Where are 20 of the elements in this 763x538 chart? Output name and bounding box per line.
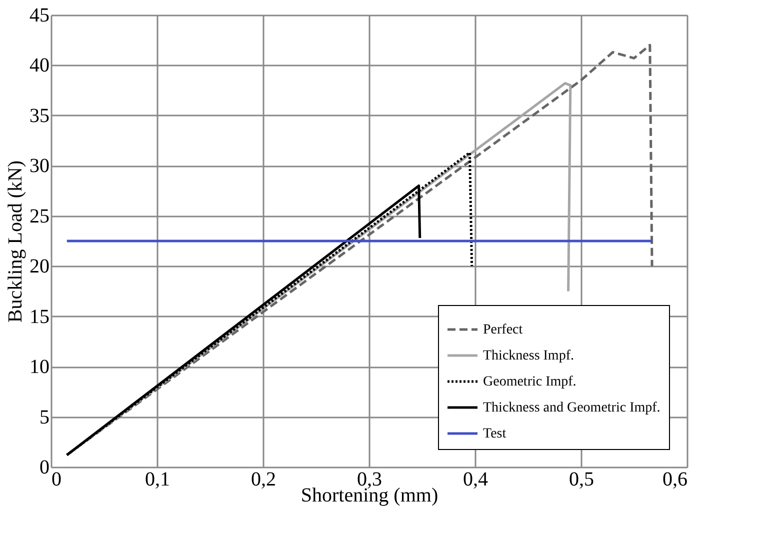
x-tick-label: 0,6 [662,468,688,490]
legend-label: Thickness and Geometric Impf. [483,400,660,416]
x-tick-label: 0,4 [463,468,488,490]
legend-label: Perfect [483,322,523,338]
legend-label: Test [483,426,506,442]
y-tick-label: 15 [30,306,50,328]
legend-label: Thickness Impf. [483,348,574,364]
y-tick-label: 5 [40,406,50,428]
legend-label: Geometric Impf. [483,374,576,390]
x-tick-label: 0,2 [251,468,276,490]
x-tick-label: 0,5 [569,468,594,490]
y-tick-label: 25 [30,205,50,228]
y-tick-label: 10 [30,356,50,378]
y-tick-label: 30 [30,155,50,178]
y-axis-title: Buckling Load (kN) [4,160,26,323]
y-tick-label: 20 [30,256,50,278]
y-tick-label: 45 [30,4,50,26]
y-tick-label: 35 [30,104,50,127]
x-tick-label: 0,1 [145,468,170,490]
y-tick-label: 40 [30,54,50,77]
